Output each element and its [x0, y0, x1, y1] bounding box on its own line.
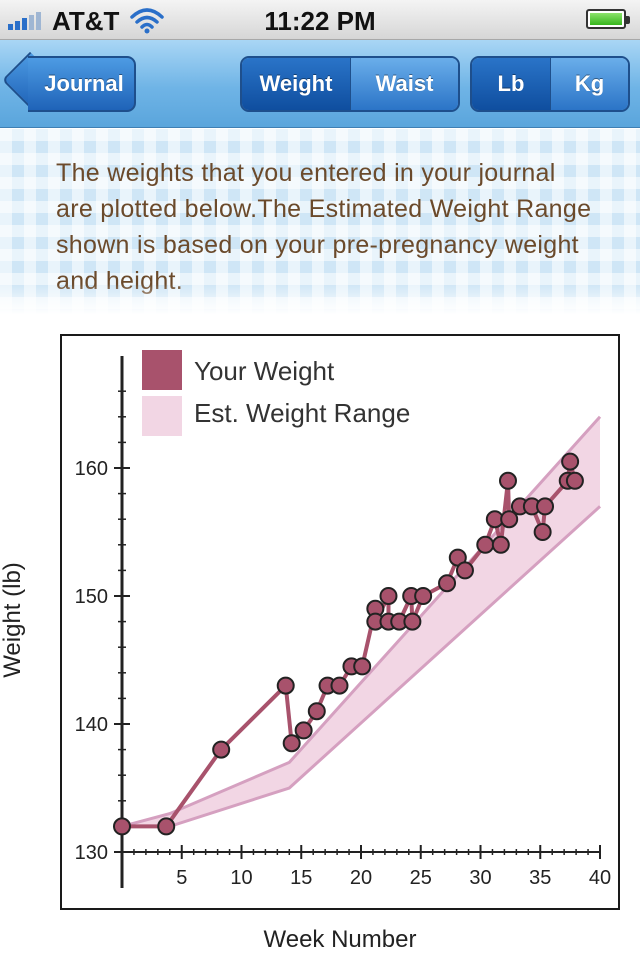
x-tick-label: 40 — [589, 867, 611, 889]
nav-bar: Journal Weight Waist Lb Kg — [0, 40, 640, 128]
description-text: The weights that you entered in your jou… — [56, 159, 592, 295]
your-weight-point — [561, 452, 580, 471]
status-bar: AT&T 11:22 PM — [0, 0, 640, 40]
your-weight-point — [565, 471, 584, 490]
x-tick-label: 5 — [176, 867, 187, 889]
weight-chart-plot: 130 140 150 160 5 10 15 20 25 30 35 40 Your Weight Es… — [75, 350, 611, 889]
legend-your-weight-swatch — [142, 350, 182, 390]
unit-segmented-control: Lb Kg — [470, 56, 630, 112]
your-weight-point — [294, 721, 313, 740]
your-weight-point — [379, 587, 398, 605]
battery-icon — [586, 9, 630, 29]
x-tick-label: 15 — [290, 867, 312, 889]
y-tick-label: 150 — [75, 586, 108, 608]
weight-range-upper-line — [121, 415, 602, 828]
x-tick-label: 20 — [350, 867, 372, 889]
description-panel: The weights that you entered in your jou… — [0, 129, 640, 314]
your-weight-point — [113, 817, 131, 836]
x-tick-label: 35 — [529, 867, 551, 889]
legend-weight-range-swatch — [142, 396, 182, 436]
weight-range-band — [122, 416, 600, 827]
your-weight-point — [491, 535, 510, 554]
your-weight-point — [476, 535, 495, 554]
your-weight-point — [157, 817, 176, 836]
your-weight-point — [438, 574, 457, 593]
lb-segment-button[interactable]: Lb — [472, 58, 550, 110]
your-weight-point — [536, 497, 555, 516]
your-weight-point — [403, 612, 422, 631]
journal-back-button[interactable]: Journal — [28, 56, 136, 112]
your-weight-point — [212, 740, 231, 759]
legend-weight-range-label: Est. Weight Range — [194, 398, 410, 428]
your-weight-point — [500, 510, 519, 529]
your-weight-point — [455, 561, 474, 580]
your-weight-point — [533, 523, 552, 541]
your-weight-point — [353, 657, 372, 676]
y-tick-label: 140 — [75, 714, 108, 736]
your-weight-point — [414, 587, 433, 605]
your-weight-point — [330, 676, 349, 695]
y-tick-label: 160 — [75, 458, 108, 480]
your-weight-point — [282, 734, 301, 753]
x-axis-label: Week Number — [263, 926, 417, 953]
weight-chart: 130 140 150 160 5 10 15 20 25 30 35 40 Your Weight Es… — [60, 334, 620, 910]
signal-strength-icon — [8, 12, 41, 30]
weight-segment-button[interactable]: Weight — [242, 58, 350, 110]
waist-segment-button[interactable]: Waist — [349, 58, 458, 110]
your-weight-point — [276, 676, 295, 695]
wifi-icon — [130, 8, 164, 34]
y-axis-label: Weight (lb) — [0, 562, 26, 678]
carrier-name: AT&T — [52, 6, 120, 36]
clock: 11:22 PM — [264, 6, 376, 36]
x-tick-label: 10 — [230, 867, 252, 889]
x-tick-label: 25 — [410, 867, 432, 889]
y-tick-label: 130 — [75, 842, 108, 864]
metric-segmented-control: Weight Waist — [240, 56, 460, 112]
kg-segment-button[interactable]: Kg — [549, 58, 628, 110]
your-weight-point — [307, 702, 326, 721]
x-tick-label: 30 — [469, 867, 491, 889]
your-weight-point — [498, 471, 517, 490]
legend-your-weight-label: Your Weight — [194, 356, 335, 386]
